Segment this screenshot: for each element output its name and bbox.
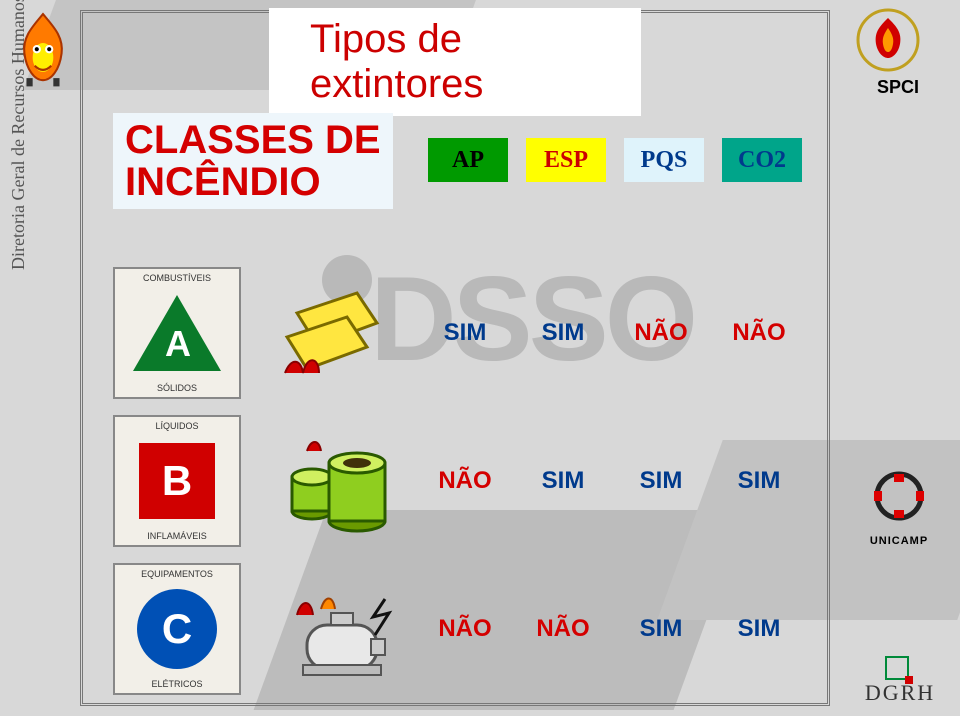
spci-logo: SPCI	[848, 8, 948, 88]
header-ap: AP	[428, 138, 508, 182]
badge-class-c: EQUIPAMENTOS C ELÉTRICOS	[113, 563, 241, 695]
subtitle-classes: CLASSES DE INCÊNDIO	[113, 113, 393, 209]
content-frame: Tipos de extintores CLASSES DE INCÊNDIO …	[80, 10, 830, 706]
row-class-a: COMBUSTÍVEIS A SÓLIDOS SIM SIM NÃO NÃO	[113, 259, 799, 407]
cell-b-pqs: SIM	[621, 467, 701, 495]
row-class-b: LÍQUIDOS B INFLAMÁVEIS NÃO SIM	[113, 407, 799, 555]
illustration-papers-icon	[257, 267, 417, 399]
badge-class-a: COMBUSTÍVEIS A SÓLIDOS	[113, 267, 241, 399]
header-pqs: PQS	[624, 138, 704, 182]
cell-b-esp: SIM	[523, 467, 603, 495]
cell-a-ap: SIM	[425, 319, 505, 347]
cell-a-esp: SIM	[523, 319, 603, 347]
header-co2: CO2	[722, 138, 802, 182]
row-class-c: EQUIPAMENTOS C ELÉTRICOS NÃO NÃO SIM	[113, 555, 799, 703]
cell-c-esp: NÃO	[523, 615, 603, 643]
flame-mascot-icon	[12, 12, 74, 86]
unicamp-logo: UNICAMP	[860, 470, 938, 547]
dgrh-logo: DGRH	[850, 656, 950, 706]
cell-c-co2: SIM	[719, 615, 799, 643]
cell-b-co2: SIM	[719, 467, 799, 495]
extinguisher-header-row: AP ESP PQS CO2	[428, 138, 802, 182]
cell-a-co2: NÃO	[719, 319, 799, 347]
slide-title: Tipos de extintores	[269, 8, 641, 116]
compatibility-grid: COMBUSTÍVEIS A SÓLIDOS SIM SIM NÃO NÃO	[113, 259, 799, 703]
badge-class-b: LÍQUIDOS B INFLAMÁVEIS	[113, 415, 241, 547]
illustration-can-icon	[257, 415, 417, 547]
cell-c-pqs: SIM	[621, 615, 701, 643]
cell-a-pqs: NÃO	[621, 319, 701, 347]
cell-c-ap: NÃO	[425, 615, 505, 643]
header-esp: ESP	[526, 138, 606, 182]
cell-b-ap: NÃO	[425, 467, 505, 495]
illustration-motor-icon	[257, 563, 417, 695]
